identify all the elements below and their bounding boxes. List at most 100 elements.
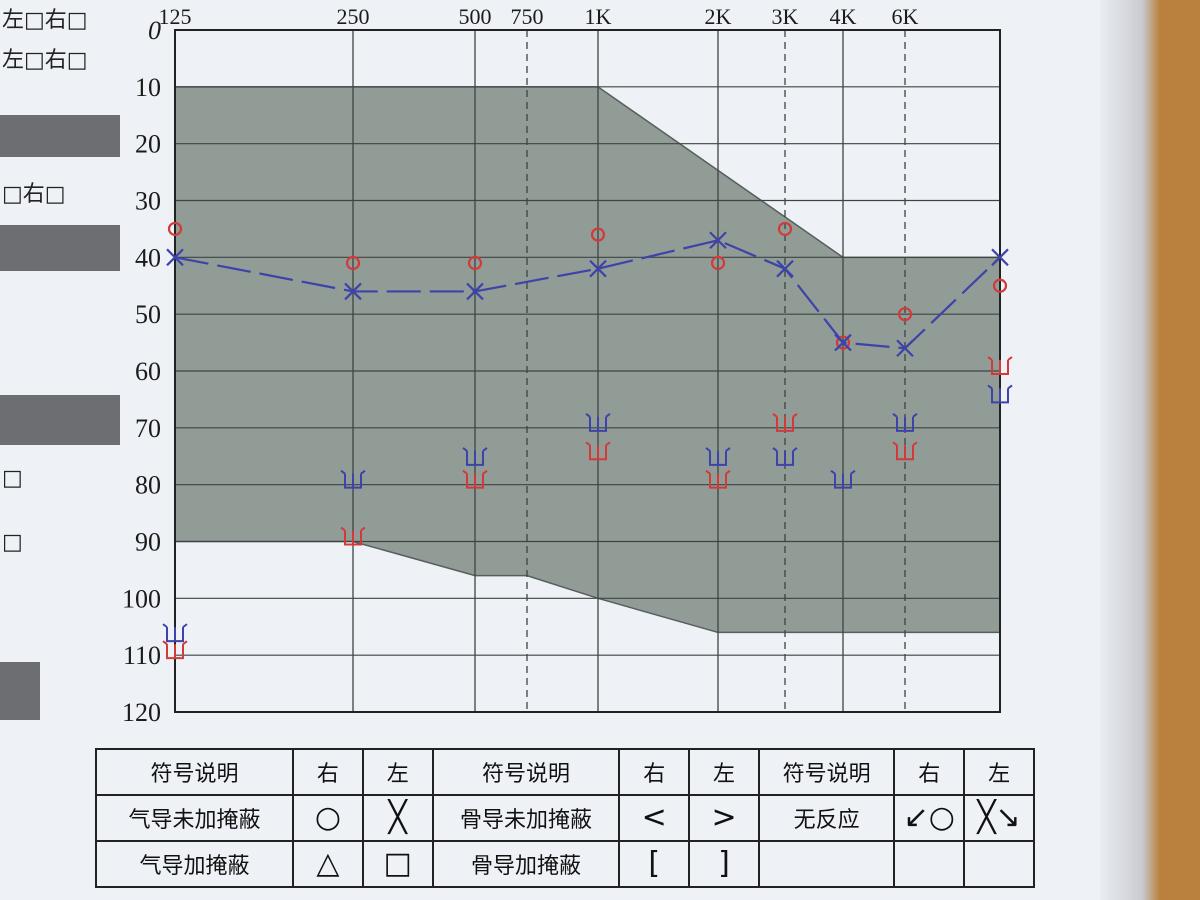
- series1-point-500: [466, 282, 484, 301]
- bone-masked-left-icon: ]: [688, 840, 760, 888]
- series1-point-4000: [834, 333, 852, 352]
- no-response-right-icon: ↙○: [893, 794, 966, 842]
- left-form-strip: 左□右□ 左□右□ □右□ □ □: [0, 0, 130, 900]
- series1-point-6000: [896, 339, 914, 358]
- y-tick-label-90: 90: [135, 528, 161, 557]
- strip-gray-band-3: [0, 395, 120, 445]
- legend-header-desc-2: 符号说明: [431, 748, 621, 796]
- series1-point-8000: [991, 248, 1009, 267]
- legend-empty-cell-2: [893, 840, 966, 888]
- strip-box-1: □: [2, 466, 23, 491]
- no-response-left-icon: ╳↘: [963, 794, 1035, 842]
- series0-point-500: [467, 255, 483, 271]
- legend-header-left-2: 左: [688, 748, 760, 796]
- strip-text-3: □右□: [2, 182, 66, 207]
- legend-empty-cell-3: [963, 840, 1035, 888]
- legend-header-left-1: 左: [361, 748, 434, 796]
- series2-point-500: [462, 469, 488, 489]
- legend-no-response-label: 无反应: [757, 794, 896, 842]
- strip-box-2: □: [2, 530, 23, 555]
- series0-point-250: [345, 255, 361, 271]
- series0-point-4000: [835, 335, 851, 350]
- audiogram-svg: 0 10 20 30 40 50 60 70 80 90 100 110 120 125 250 500 750…: [122, 4, 1013, 727]
- series3-point-500: [462, 447, 488, 466]
- bone-unmasked-left-icon: >: [688, 794, 760, 842]
- series-line-left-air: [174, 239, 1001, 350]
- series0-point-6000: [897, 307, 913, 322]
- air-masked-left-icon: □: [361, 840, 434, 888]
- legend-air-masked-label: 气导加掩蔽: [94, 840, 295, 888]
- x-tick-label-500: 500: [459, 4, 492, 29]
- series2-point-3000: [772, 413, 798, 432]
- y-tick-label-80: 80: [135, 471, 161, 500]
- series3-point-125: [162, 623, 188, 643]
- series3-point-4000: [830, 469, 856, 489]
- series3-point-8000: [987, 384, 1013, 404]
- legend-air-unmasked-label: 气导未加掩蔽: [94, 794, 295, 842]
- y-tick-label-10: 10: [135, 73, 161, 102]
- legend-header-right-2: 右: [618, 748, 691, 796]
- strip-text-2: 左□右□: [2, 48, 88, 73]
- series1-point-3000: [776, 259, 794, 278]
- series2-point-8000: [987, 356, 1013, 375]
- y-tick-label-120: 120: [122, 698, 161, 727]
- y-tick-label-110: 110: [123, 641, 161, 670]
- series1-point-1000: [589, 259, 607, 278]
- paper-edge: [1100, 0, 1160, 900]
- y-tick-label-70: 70: [135, 414, 161, 443]
- series1-point-250: [344, 282, 362, 301]
- series2-point-1000: [585, 441, 611, 461]
- y-tick-label-0: 0: [148, 16, 161, 45]
- series2-point-250: [340, 526, 366, 546]
- legend-empty-cell-1: [757, 840, 896, 888]
- strip-gray-band-2: [0, 225, 120, 271]
- series3-point-2000: [705, 447, 731, 466]
- legend-header-row: 符号说明 右 左 符号说明 右 左 符号说明 右 左: [94, 748, 1035, 796]
- series0-point-125: [167, 221, 183, 237]
- x-tick-label-250: 250: [337, 4, 370, 29]
- strip-gray-band-1: [0, 115, 120, 157]
- series2-point-2000: [705, 469, 731, 489]
- series2-point-125: [162, 640, 188, 660]
- x-tick-label-6K: 6K: [892, 4, 919, 29]
- x-tick-label-3K: 3K: [772, 4, 799, 29]
- y-tick-label-40: 40: [135, 243, 161, 272]
- series0-point-3000: [777, 221, 793, 237]
- legend-header-right-1: 右: [292, 748, 364, 796]
- legend-row-masked: 气导加掩蔽 △ □ 骨导加掩蔽 [ ]: [94, 840, 1035, 888]
- series0-point-8000: [992, 278, 1008, 293]
- air-unmasked-left-icon: ╳: [361, 794, 434, 842]
- series3-point-6000: [892, 413, 918, 432]
- y-tick-label-50: 50: [135, 300, 161, 329]
- series0-point-1000: [590, 227, 606, 242]
- bone-masked-right-icon: [: [618, 840, 691, 888]
- x-tick-label-1K: 1K: [585, 4, 612, 29]
- legend-header-desc-3: 符号说明: [757, 748, 896, 796]
- series0-point-2000: [710, 255, 726, 271]
- series3-point-3000: [772, 447, 798, 466]
- legend-bone-unmasked-label: 骨导未加掩蔽: [431, 794, 621, 842]
- x-tick-label-4K: 4K: [830, 4, 857, 29]
- series3-point-1000: [585, 413, 611, 432]
- symbol-legend-table: 符号说明 右 左 符号说明 右 左 符号说明 右 左 气导未加掩蔽 ○ ╳ 骨导…: [94, 748, 1035, 888]
- air-unmasked-right-icon: ○: [292, 794, 364, 842]
- strip-text-1: 左□右□: [2, 8, 88, 33]
- strip-gray-band-4: [0, 662, 40, 720]
- y-tick-label-60: 60: [135, 357, 161, 386]
- x-tick-label-750: 750: [511, 4, 544, 29]
- series1-point-125: [166, 248, 184, 267]
- air-masked-right-icon: △: [292, 840, 364, 888]
- legend-header-left-3: 左: [963, 748, 1035, 796]
- audiogram-chart: 0 10 20 30 40 50 60 70 80 90 100 110 120 125 250 500 750…: [95, 0, 1135, 740]
- legend-header-desc-1: 符号说明: [94, 748, 295, 796]
- y-tick-label-20: 20: [135, 130, 161, 159]
- x-tick-label-125: 125: [159, 4, 192, 29]
- bone-unmasked-right-icon: <: [618, 794, 691, 842]
- legend-header-right-3: 右: [893, 748, 966, 796]
- series2-point-6000: [892, 441, 918, 461]
- series1-point-2000: [709, 231, 727, 250]
- legend-row-unmasked: 气导未加掩蔽 ○ ╳ 骨导未加掩蔽 < > 无反应 ↙○ ╳↘: [94, 794, 1035, 842]
- y-tick-label-100: 100: [122, 584, 161, 613]
- legend-bone-masked-label: 骨导加掩蔽: [431, 840, 621, 888]
- x-tick-label-2K: 2K: [705, 4, 732, 29]
